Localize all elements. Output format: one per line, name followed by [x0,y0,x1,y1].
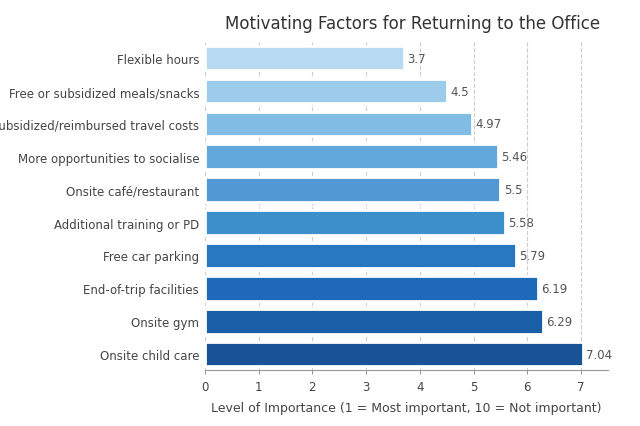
Bar [205,47,404,71]
X-axis label: Level of Importance (1 = Most important, 10 = Not important): Level of Importance (1 = Most important,… [211,401,602,414]
Text: 5.46: 5.46 [502,151,528,164]
Text: 4.97: 4.97 [476,118,502,131]
Bar [205,211,505,235]
Bar [205,309,543,334]
Text: 4.5: 4.5 [450,85,468,98]
Text: Motivating Factors for Returning to the Office: Motivating Factors for Returning to the … [225,15,600,33]
Text: 5.58: 5.58 [508,216,534,230]
Bar [205,112,472,137]
Bar [205,342,583,366]
Bar [205,244,516,268]
Bar [205,178,500,202]
Text: 3.7: 3.7 [407,52,426,66]
Text: 5.79: 5.79 [519,249,545,262]
Text: 5.5: 5.5 [504,184,522,197]
Bar [205,276,538,301]
Text: 6.29: 6.29 [546,315,572,328]
Text: 7.04: 7.04 [586,348,612,361]
Text: 6.19: 6.19 [541,282,567,295]
Bar [205,145,499,170]
Bar [205,80,447,104]
